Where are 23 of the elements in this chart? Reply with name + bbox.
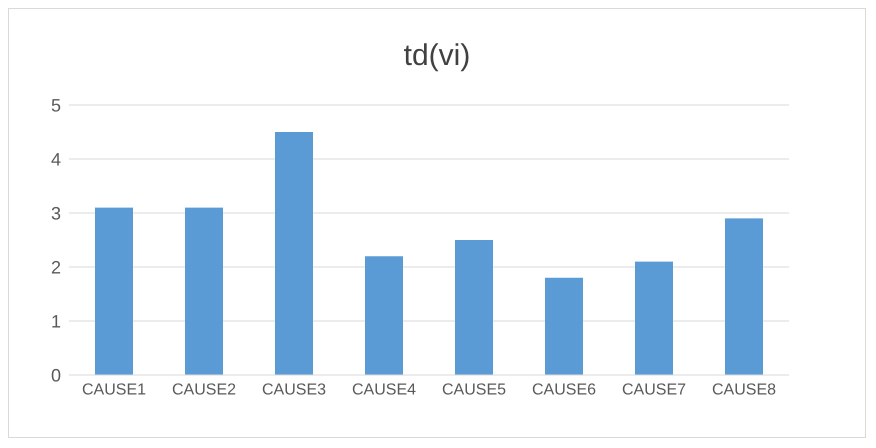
bar (275, 132, 313, 375)
x-tick-label: CAUSE7 (622, 381, 686, 398)
x-tick-label: CAUSE2 (172, 381, 236, 398)
bar (365, 256, 403, 375)
bar (185, 208, 223, 375)
y-tick-label: 3 (50, 203, 61, 224)
y-tick-label: 2 (50, 257, 61, 278)
bar (95, 208, 133, 375)
x-tick-label: CAUSE4 (352, 381, 416, 398)
x-tick-label: CAUSE1 (82, 381, 146, 398)
y-tick-label: 4 (50, 149, 61, 170)
bar (725, 218, 763, 375)
y-tick-label: 1 (50, 311, 61, 332)
bar (545, 278, 583, 375)
x-tick-label: CAUSE8 (712, 381, 776, 398)
x-tick-label: CAUSE3 (262, 381, 326, 398)
chart-title: td(vi) (402, 39, 472, 74)
x-tick-label: CAUSE5 (442, 381, 506, 398)
y-tick-label: 0 (50, 365, 61, 386)
bar (635, 262, 673, 375)
y-tick-label: 5 (50, 95, 61, 116)
x-tick-label: CAUSE6 (532, 381, 596, 398)
bar (455, 240, 493, 375)
